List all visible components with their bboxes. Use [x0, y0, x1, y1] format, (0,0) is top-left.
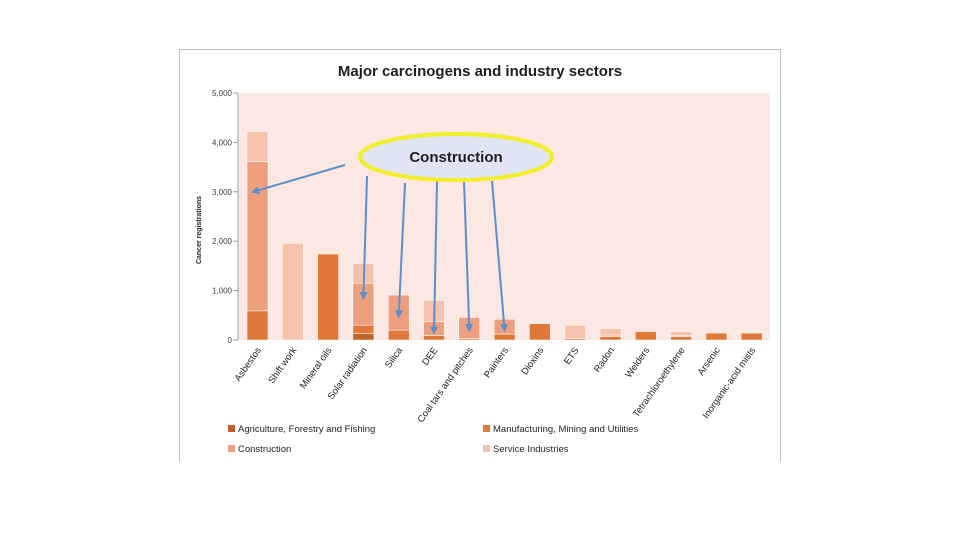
- category-label: Silica: [383, 345, 405, 370]
- y-tick-label: 5,000: [212, 89, 233, 98]
- y-axis-label: Cancer registrations: [196, 196, 203, 264]
- callout-text: Construction: [409, 149, 502, 166]
- callout-arrow: [430, 180, 439, 335]
- legend-label: Agriculture, Forestry and Fishing: [238, 424, 375, 435]
- bar-segment: [599, 328, 622, 336]
- callout-arrow: [491, 180, 509, 333]
- category-label: Welders: [623, 345, 652, 380]
- chart-canvas: Major carcinogens and industry sectors 0…: [196, 63, 770, 455]
- bar-segment: [282, 242, 304, 341]
- bar-segment: [352, 333, 375, 341]
- bar-segment: [740, 332, 763, 341]
- bar-segment: [246, 131, 269, 162]
- bar-segment: [670, 331, 692, 336]
- category-label: DEE: [420, 345, 440, 367]
- chart-title: Major carcinogens and industry sectors: [338, 63, 622, 80]
- category-label: Dioxins: [519, 345, 546, 377]
- category-label: ETS: [562, 345, 582, 366]
- callout-arrow: [359, 175, 368, 301]
- category-label: Arsenic: [696, 345, 723, 377]
- bar-segment: [246, 310, 269, 341]
- category-label: Shift work: [266, 345, 299, 386]
- bar-segment: [352, 324, 375, 334]
- legend-swatch: [228, 425, 235, 432]
- y-axis: 0 1,000 2,000 3,000 4,000 5,000: [212, 89, 239, 345]
- bars: [246, 131, 763, 341]
- legend-label: Manufacturing, Mining and Utilities: [493, 424, 638, 435]
- bar-segment: [423, 335, 445, 341]
- bar-segment: [387, 329, 410, 341]
- y-tick-label: 1,000: [212, 287, 233, 296]
- callout-arrow: [251, 164, 346, 194]
- chart-frame: Major carcinogens and industry sectors 0…: [179, 49, 781, 462]
- bar-segment: [493, 333, 516, 341]
- category-label: Asbestos: [233, 345, 265, 384]
- legend: Agriculture, Forestry and Fishing Manufac…: [228, 424, 638, 455]
- y-tick-label: 2,000: [212, 237, 233, 246]
- category-label: Painters: [482, 345, 511, 380]
- legend-swatch: [483, 425, 490, 432]
- bar-segment: [670, 336, 692, 341]
- bar-segment: [246, 161, 269, 312]
- y-tick-label: 0: [228, 336, 233, 345]
- category-label: Radon: [592, 345, 617, 374]
- bar-segment: [599, 336, 622, 341]
- bar-segment: [705, 332, 728, 341]
- bar-segment: [529, 323, 551, 341]
- legend-label: Construction: [238, 444, 291, 455]
- y-tick-label: 3,000: [212, 188, 233, 197]
- category-label: Mineral oils: [298, 345, 335, 391]
- callout-arrow: [394, 182, 406, 319]
- bar-segment: [635, 331, 657, 341]
- callout-arrows: [251, 164, 509, 335]
- y-tick-label: 4,000: [212, 138, 233, 147]
- callout-arrow: [463, 180, 474, 333]
- bar-segment: [317, 253, 339, 341]
- bar-segment: [564, 324, 586, 339]
- legend-swatch: [483, 445, 490, 452]
- legend-label: Service Industries: [493, 444, 569, 455]
- callout-bubble: [358, 132, 554, 182]
- legend-swatch: [228, 445, 235, 452]
